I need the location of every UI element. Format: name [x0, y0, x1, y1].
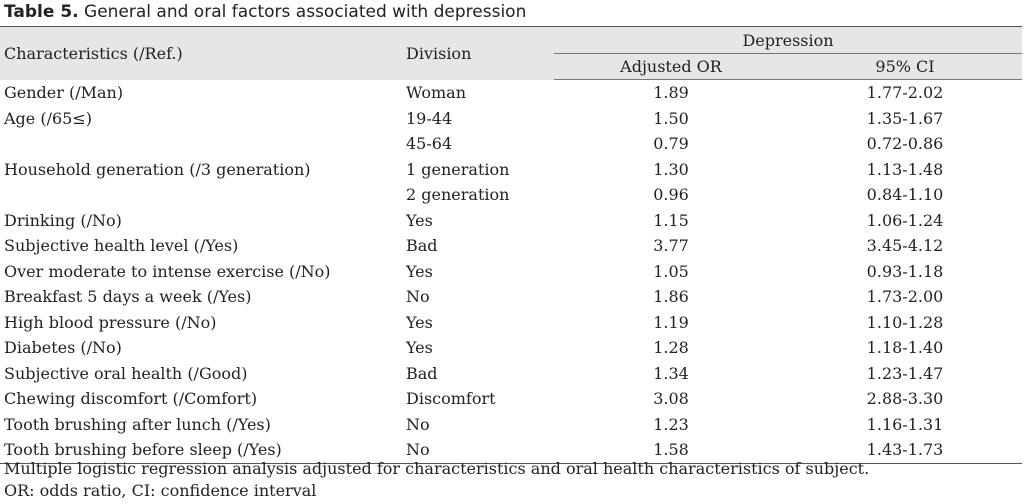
cell-characteristic: Chewing discomfort (/Comfort): [4, 389, 258, 409]
cell-ci: 1.23-1.47: [866, 363, 944, 383]
cell-characteristic: Age (/65≤): [4, 108, 92, 128]
cell-adjusted-or: 0.96: [653, 185, 689, 205]
cell-division: Discomfort: [406, 389, 496, 409]
header-division: Division: [402, 26, 554, 80]
cell-ci: 0.93-1.18: [866, 261, 944, 281]
cell-ci: 1.10-1.28: [866, 312, 944, 332]
cell-ci: 1.18-1.40: [866, 338, 944, 358]
cell-characteristic: [0, 131, 402, 157]
header-characteristics: Characteristics (/Ref.): [0, 26, 402, 80]
cell-ci: 1.13-1.48: [866, 159, 944, 179]
table-notes: Multiple logistic regression analysis ad…: [4, 458, 869, 502]
table-body: Gender (/Man) Woman 1.89 1.77-2.02 Age (/65≤…: [0, 80, 1023, 464]
cell-division: Yes: [406, 312, 433, 332]
table-row: Subjective oral health (/Good) Bad 1.34 1.2…: [0, 361, 1022, 387]
table-row: Breakfast 5 days a week (/Yes) No 1.86 1.73…: [0, 284, 1022, 310]
cell-characteristic: [0, 182, 402, 208]
cell-ci: 1.77-2.02: [866, 83, 944, 103]
cell-adjusted-or: 0.79: [653, 134, 689, 154]
table-label: Table 5.: [4, 2, 79, 22]
cell-division: Yes: [406, 210, 433, 230]
cell-characteristic: Gender (/Man): [4, 83, 124, 102]
table-row: Tooth brushing before sleep (/Yes) No 1.58…: [0, 437, 1023, 464]
cell-adjusted-or: 3.77: [653, 236, 689, 256]
header-depression: Depression: [554, 26, 1023, 54]
cell-adjusted-or: 1.30: [653, 159, 689, 179]
cell-adjusted-or: 1.89: [653, 83, 689, 103]
cell-ci: 1.06-1.24: [866, 210, 944, 230]
cell-division: Bad: [406, 363, 438, 383]
cell-characteristic: Tooth brushing after lunch (/Yes): [4, 414, 271, 434]
cell-adjusted-or: 1.28: [653, 338, 689, 358]
cell-ci: 1.16-1.31: [866, 414, 944, 434]
cell-adjusted-or: 1.15: [653, 210, 689, 230]
table-caption: Table 5. General and oral factors associ…: [4, 0, 526, 24]
cell-characteristic: Breakfast 5 days a week (/Yes): [4, 287, 252, 307]
cell-characteristic: Tooth brushing before sleep (/Yes): [0, 437, 402, 464]
cell-characteristic: Diabetes (/No): [4, 338, 122, 358]
cell-division: No: [406, 414, 430, 434]
table-title: General and oral factors associated with…: [84, 2, 527, 22]
cell-adjusted-or: 1.58: [554, 437, 788, 464]
cell-adjusted-or: 1.34: [653, 363, 689, 383]
cell-division: Woman: [406, 83, 467, 102]
cell-ci: 1.35-1.67: [866, 108, 944, 128]
note-analysis: Multiple logistic regression analysis ad…: [4, 459, 870, 478]
cell-division: 1 generation: [406, 159, 510, 179]
cell-division: 19-44: [406, 108, 453, 128]
table-row: Over moderate to intense exercise (/No) Y…: [0, 259, 1022, 285]
cell-division: 45-64: [406, 134, 453, 154]
cell-adjusted-or: 1.86: [653, 287, 689, 307]
results-table: Characteristics (/Ref.) Division Depress…: [0, 26, 1023, 464]
cell-division: Bad: [406, 236, 438, 256]
cell-division: Yes: [406, 261, 433, 281]
table-row: Tooth brushing after lunch (/Yes) No 1.23 1…: [0, 412, 1022, 438]
cell-characteristic: Drinking (/No): [4, 210, 122, 230]
table-row: Diabetes (/No) Yes 1.28 1.18-1.40: [0, 335, 1022, 361]
table-row: Drinking (/No) Yes 1.15 1.06-1.24: [0, 208, 1022, 234]
header-ci: 95% CI: [788, 53, 1023, 80]
cell-ci: 3.45-4.12: [866, 236, 944, 256]
table-row: Household generation (/3 generation) 1 ge…: [0, 157, 1022, 183]
cell-adjusted-or: 1.23: [653, 414, 689, 434]
cell-adjusted-or: 3.08: [653, 389, 689, 409]
table-row: High blood pressure (/No) Yes 1.19 1.10-1.2…: [0, 310, 1022, 336]
cell-characteristic: Household generation (/3 generation): [4, 159, 311, 179]
cell-characteristic: High blood pressure (/No): [4, 312, 217, 332]
table-row: Age (/65≤) 19-44 1.50 1.35-1.67: [0, 106, 1022, 132]
cell-division: 2 generation: [406, 185, 510, 205]
note-abbreviations: OR: odds ratio, CI: confidence interval: [4, 481, 317, 500]
cell-division: Yes: [406, 338, 433, 358]
cell-characteristic: Over moderate to intense exercise (/No): [4, 261, 331, 281]
cell-adjusted-or: 1.50: [653, 108, 689, 128]
cell-division: No: [402, 437, 554, 464]
header-adjusted-or: Adjusted OR: [554, 53, 788, 80]
cell-division: No: [406, 287, 430, 307]
cell-ci: 2.88-3.30: [866, 389, 944, 409]
cell-ci: 1.43-1.73: [788, 437, 1023, 464]
table-row: 45-64 0.79 0.72-0.86: [0, 131, 1022, 157]
cell-adjusted-or: 1.19: [653, 312, 689, 332]
cell-characteristic: Subjective health level (/Yes): [4, 236, 239, 256]
cell-characteristic: Subjective oral health (/Good): [4, 363, 248, 383]
cell-adjusted-or: 1.05: [653, 261, 689, 281]
table-row: Chewing discomfort (/Comfort) Discomfort 3…: [0, 386, 1022, 412]
cell-ci: 1.73-2.00: [866, 287, 944, 307]
cell-ci: 0.72-0.86: [866, 134, 944, 154]
table-row: Subjective health level (/Yes) Bad 3.77 3.4…: [0, 233, 1022, 259]
cell-ci: 0.84-1.10: [866, 185, 944, 205]
table-row: Gender (/Man) Woman 1.89 1.77-2.02: [0, 80, 1022, 106]
table-row: 2 generation 0.96 0.84-1.10: [0, 182, 1022, 208]
